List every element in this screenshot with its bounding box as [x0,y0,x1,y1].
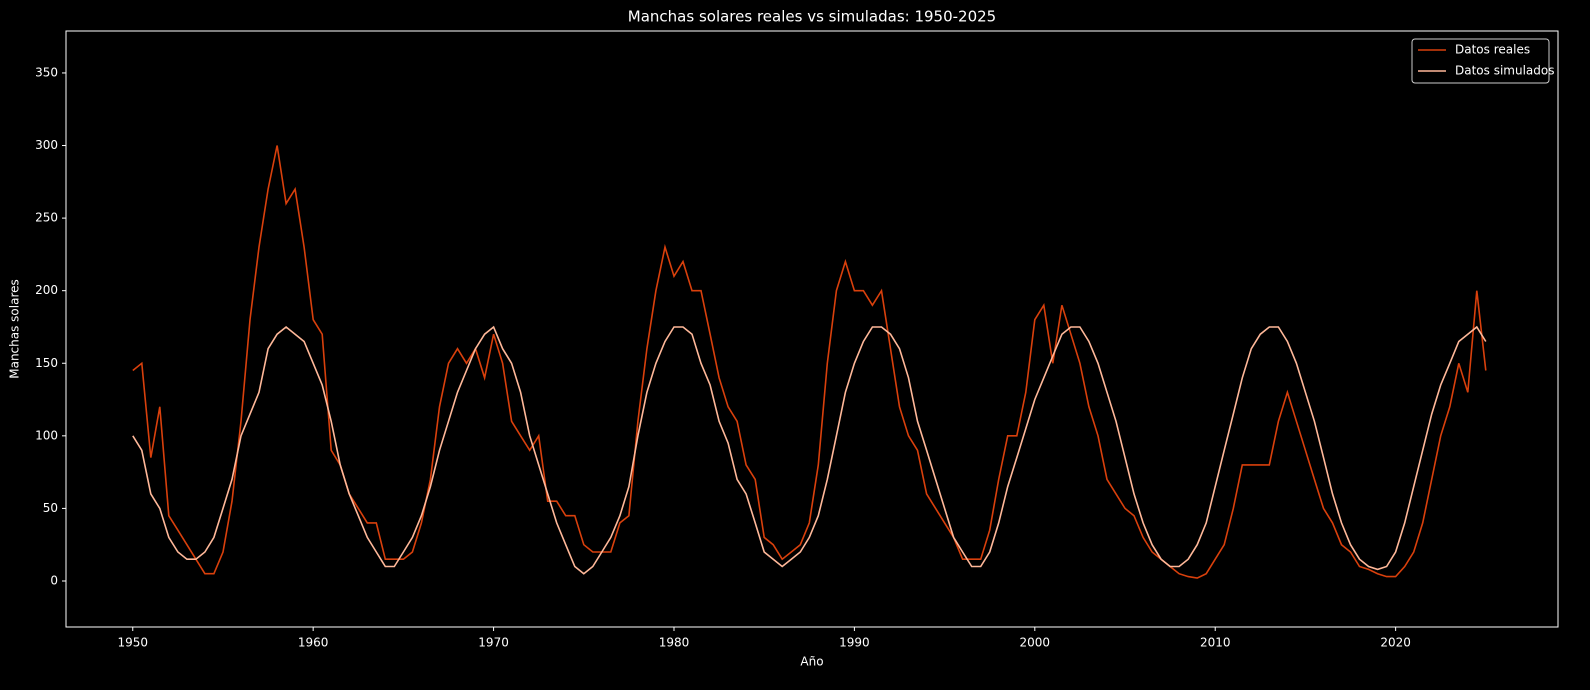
y-tick-label: 250 [35,211,58,225]
x-tick-label: 1950 [117,636,148,650]
x-tick-label: 2010 [1200,636,1231,650]
y-tick-label: 50 [43,501,58,515]
legend-label: Datos simulados [1455,64,1555,78]
legend-box [1411,38,1550,84]
data-line [132,145,1487,579]
data-line [132,325,1487,575]
y-axis-label: Manchas solares [8,279,22,379]
x-tick-label: 1960 [298,636,329,650]
y-tick-label: 200 [35,283,58,297]
x-tick-label: 1980 [659,636,690,650]
y-tick-label: 350 [35,65,58,79]
y-tick-label: 300 [35,138,58,152]
x-tick-label: 1970 [478,636,509,650]
chart-title: Manchas solares reales vs simuladas: 195… [628,8,996,26]
x-tick-label: 1990 [839,636,870,650]
x-tick-label: 2020 [1380,636,1411,650]
x-axis-label: Año [800,655,823,669]
plot-frame [65,30,1559,628]
x-tick-label: 2000 [1020,636,1051,650]
y-tick-label: 100 [35,428,58,442]
legend-label: Datos reales [1455,43,1530,57]
y-tick-label: 150 [35,356,58,370]
y-tick-label: 0 [50,573,58,587]
